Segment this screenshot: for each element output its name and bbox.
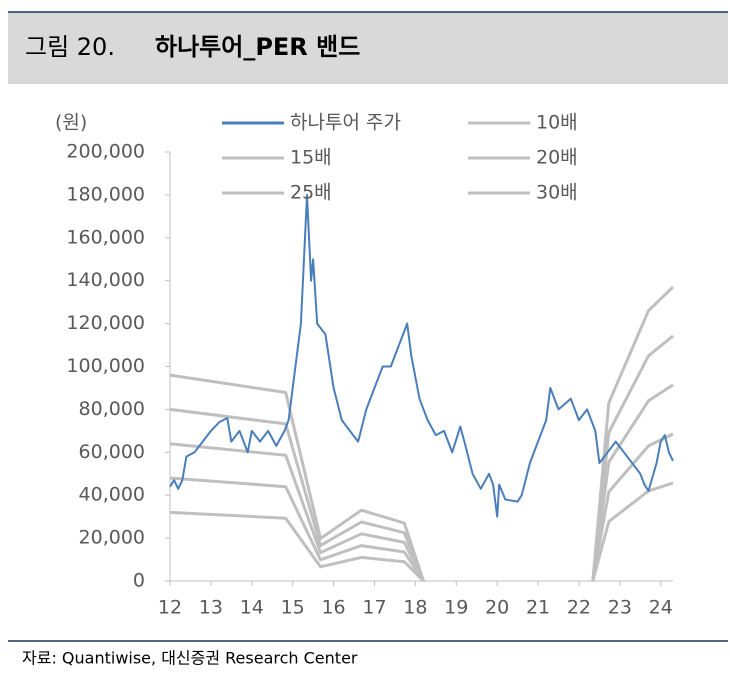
series-line	[169, 383, 674, 582]
x-tick-label: 24	[649, 597, 673, 619]
y-tick-label: 180,000	[66, 183, 145, 205]
y-tick-label: 60,000	[79, 441, 145, 463]
x-tick-label: 21	[526, 597, 550, 619]
x-tick-label: 19	[444, 597, 468, 619]
x-tick-label: 23	[608, 597, 632, 619]
y-tick-label: 120,000	[66, 312, 145, 334]
x-tick-label: 14	[240, 597, 264, 619]
x-tick-label: 13	[199, 597, 223, 619]
x-tick-label: 22	[567, 597, 591, 619]
source: 자료: Quantiwise, 대신증권 Research Center	[22, 649, 358, 668]
legend-label: 25배	[290, 182, 332, 204]
chart-title: 하나투어_PER 밴드	[155, 33, 360, 61]
y-tick-label: 80,000	[79, 398, 145, 420]
legend-label: 20배	[536, 147, 578, 169]
x-tick-label: 17	[362, 597, 386, 619]
x-tick-label: 12	[158, 597, 182, 619]
legend-label: 하나투어 주가	[290, 112, 401, 134]
legend-label: 15배	[290, 147, 332, 169]
title-bar	[8, 12, 728, 84]
y-axis-label: (원)	[55, 112, 87, 134]
y-tick-label: 100,000	[66, 355, 145, 377]
legend-label: 10배	[536, 112, 578, 134]
x-tick-label: 18	[403, 597, 427, 619]
y-tick-label: 160,000	[66, 226, 145, 248]
series-line	[169, 193, 674, 518]
y-tick-label: 40,000	[79, 484, 145, 506]
y-tick-label: 20,000	[79, 527, 145, 549]
x-tick-label: 15	[281, 597, 305, 619]
legend-label: 30배	[536, 182, 578, 204]
x-tick-label: 16	[321, 597, 345, 619]
series-line	[169, 285, 675, 582]
y-tick-label: 140,000	[66, 269, 145, 291]
x-tick-label: 20	[485, 597, 509, 619]
y-tick-label: 200,000	[66, 141, 145, 163]
series-line	[169, 481, 674, 583]
y-tick-label: 0	[133, 570, 145, 592]
figure-label: 그림 20.	[25, 33, 115, 61]
